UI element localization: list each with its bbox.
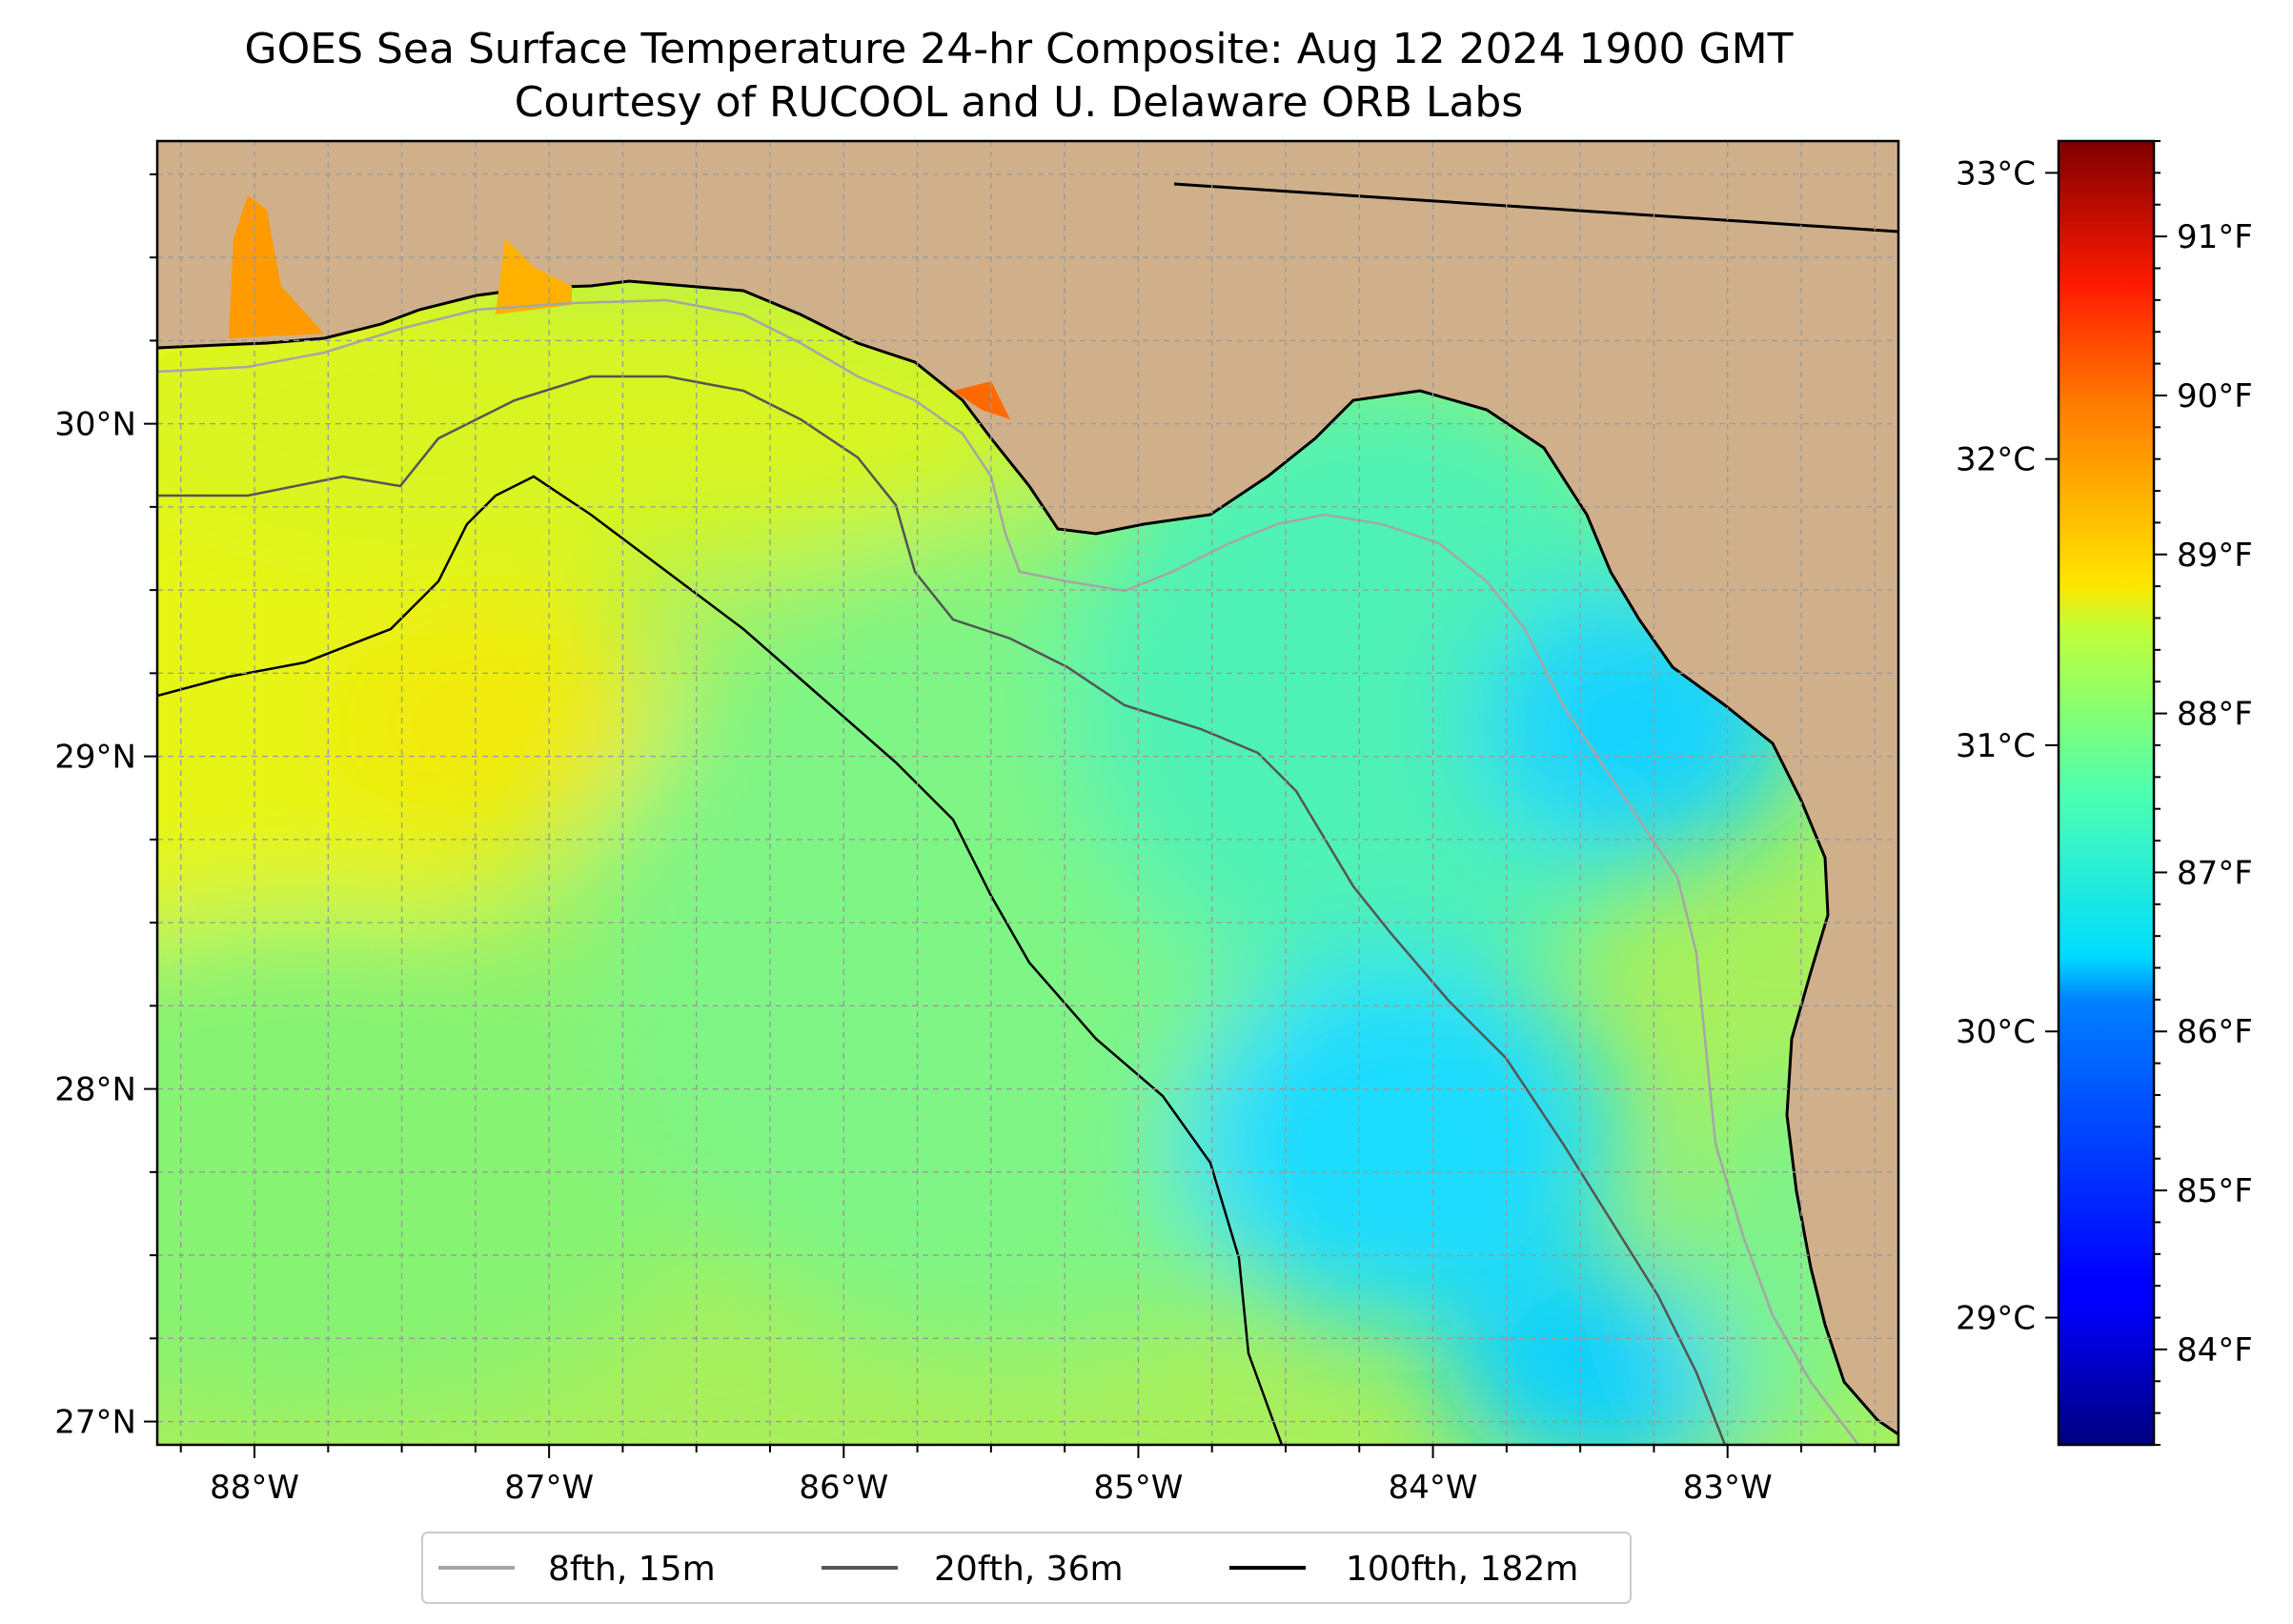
celsius-tick-label: 31°C — [1956, 727, 2036, 765]
map-panel — [157, 141, 1898, 1445]
isobath-20fth — [157, 375, 1727, 1445]
latitude-tick-label: 30°N — [54, 406, 136, 444]
map-title-line-2: Courtesy of RUCOOL and U. Delaware ORB L… — [515, 78, 1523, 127]
legend-label-100fth: 100fth, 182m — [1346, 1550, 1578, 1589]
longitude-tick-label: 87°W — [504, 1469, 594, 1507]
colorbar: 84°F 85°F 86°F 87°F 88°F 89°F 90°F 91°F 29°C 30°… — [1956, 139, 2253, 1447]
celsius-tick-label: 32°C — [1956, 441, 2036, 479]
latitude-tick-label: 29°N — [54, 739, 136, 777]
legend-label-20fth: 20fth, 36m — [934, 1550, 1124, 1589]
fahrenheit-tick-label: 88°F — [2177, 696, 2253, 734]
fahrenheit-tick-label: 85°F — [2177, 1172, 2253, 1210]
isobath-legend: 8fth, 15m 20fth, 36m 100fth, 182m — [421, 1532, 1632, 1604]
map-title-line-1: GOES Sea Surface Temperature 24-hr Compo… — [245, 25, 1794, 73]
latitude-axis: 27°N 28°N 29°N 30°N — [54, 173, 157, 1442]
colorbar-gradient — [2057, 139, 2156, 1447]
celsius-tick-label: 33°C — [1956, 154, 2036, 193]
land-north — [157, 141, 1898, 1434]
sst-warm-coastal-band — [157, 276, 1048, 562]
fahrenheit-tick-label: 89°F — [2177, 537, 2253, 575]
isobath-100fth — [157, 475, 1284, 1445]
fahrenheit-tick-label: 90°F — [2177, 377, 2253, 416]
colorbar-celsius-axis: 29°C 30°C 31°C 32°C 33°C — [1956, 154, 2059, 1338]
celsius-tick-label: 30°C — [1956, 1013, 2036, 1051]
fahrenheit-tick-label: 86°F — [2177, 1013, 2253, 1051]
warm-bay-mobile — [229, 195, 324, 338]
longitude-tick-label: 88°W — [210, 1469, 299, 1507]
longitude-tick-label: 85°W — [1093, 1469, 1183, 1507]
fahrenheit-tick-label: 84°F — [2177, 1331, 2253, 1370]
longitude-tick-label: 86°W — [799, 1469, 888, 1507]
map-frame — [155, 139, 1900, 1447]
longitude-tick-label: 84°W — [1389, 1469, 1478, 1507]
longitude-axis: 88°W 87°W 86°W 85°W 84°W 83°W — [179, 1445, 1877, 1507]
latitude-tick-label: 28°N — [54, 1071, 136, 1109]
sst-southwest-green — [157, 915, 715, 1411]
colorbar-fahrenheit-axis: 84°F 85°F 86°F 87°F 88°F 89°F 90°F 91°F — [2154, 140, 2253, 1446]
sst-cool-south-east — [1449, 1268, 1773, 1445]
legend-label-8fth: 8fth, 15m — [548, 1550, 716, 1589]
sst-warm-central-patch — [324, 610, 667, 839]
map-gridlines — [157, 141, 1898, 1445]
sst-cool-south-central — [1182, 963, 1620, 1325]
legend-box — [421, 1532, 1632, 1604]
fahrenheit-tick-label: 91°F — [2177, 218, 2253, 256]
celsius-tick-label: 29°C — [1956, 1300, 2036, 1338]
longitude-tick-label: 83°W — [1683, 1469, 1773, 1507]
latitude-tick-label: 27°N — [54, 1404, 136, 1442]
fahrenheit-tick-label: 87°F — [2177, 854, 2253, 892]
state-boundary-line — [1173, 182, 1898, 233]
warm-bay-st-andrew — [953, 381, 1010, 419]
isobath-8fth — [157, 298, 1859, 1445]
sst-east-shelf-teal — [1067, 372, 1696, 1001]
